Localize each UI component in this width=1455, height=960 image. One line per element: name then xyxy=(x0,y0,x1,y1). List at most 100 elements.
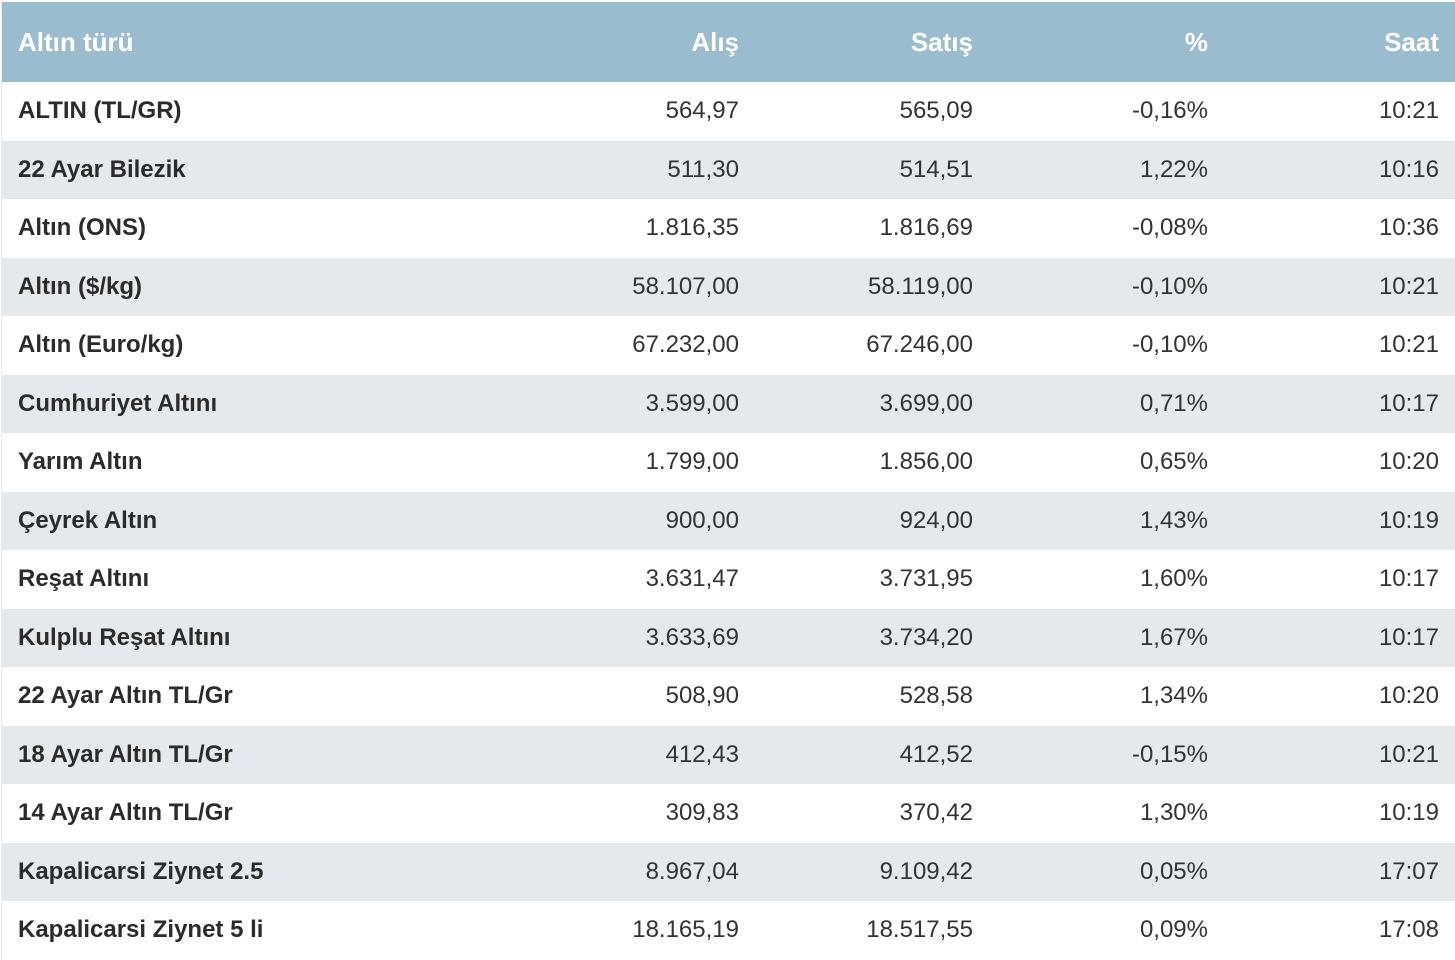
update-time-cell: 17:08 xyxy=(1378,916,1439,944)
sell-price-cell: 3.699,00 xyxy=(879,389,973,417)
change-percent-cell: 1,34% xyxy=(1139,682,1208,710)
sell-price-cell: 924,00 xyxy=(899,506,973,534)
change-percent-cell: 0,65% xyxy=(1139,448,1208,476)
sell-price-cell: 67.246,00 xyxy=(866,331,973,359)
buy-price-cell: 3.599,00 xyxy=(645,389,739,417)
sell-price-cell: 1.816,69 xyxy=(879,214,973,242)
change-percent-cell: -0,16% xyxy=(1131,97,1208,125)
table-row[interactable]: Kapalicarsi Ziynet 2.5 8.967,04 9.109,42 0,… xyxy=(2,842,1455,901)
header-time[interactable]: Saat xyxy=(1384,26,1439,57)
gold-type-cell: 22 Ayar Altın TL/Gr xyxy=(18,682,233,710)
update-time-cell: 10:20 xyxy=(1378,448,1439,476)
sell-price-cell: 412,52 xyxy=(899,740,973,768)
table-row[interactable]: Yarım Altın 1.799,00 1.856,00 0,65% 10:20 xyxy=(2,433,1455,492)
gold-type-cell: Kulplu Reşat Altını xyxy=(18,623,231,651)
header-gold-type[interactable]: Altın türü xyxy=(18,26,134,57)
sell-price-cell: 514,51 xyxy=(899,155,973,183)
table-row[interactable]: 22 Ayar Altın TL/Gr 508,90 528,58 1,34% 10:2… xyxy=(2,667,1455,726)
update-time-cell: 17:07 xyxy=(1378,857,1439,885)
change-percent-cell: -0,10% xyxy=(1131,331,1208,359)
buy-price-cell: 3.631,47 xyxy=(645,565,739,593)
buy-price-cell: 8.967,04 xyxy=(645,857,739,885)
buy-price-cell: 1.799,00 xyxy=(645,448,739,476)
sell-price-cell: 18.517,55 xyxy=(866,916,973,944)
buy-price-cell: 412,43 xyxy=(665,740,739,768)
change-percent-cell: 1,67% xyxy=(1139,623,1208,651)
table-body: ALTIN (TL/GR) 564,97 565,09 -0,16% 10:21 22 A… xyxy=(2,82,1455,960)
gold-type-cell: Altın (ONS) xyxy=(18,214,146,242)
gold-type-cell: Çeyrek Altın xyxy=(18,506,158,534)
gold-type-cell: 22 Ayar Bilezik xyxy=(18,155,186,183)
buy-price-cell: 900,00 xyxy=(665,506,739,534)
change-percent-cell: -0,10% xyxy=(1131,272,1208,300)
sell-price-cell: 3.734,20 xyxy=(879,623,973,651)
table-row[interactable]: 14 Ayar Altın TL/Gr 309,83 370,42 1,30% 10:1… xyxy=(2,784,1455,843)
change-percent-cell: 0,05% xyxy=(1139,857,1208,885)
header-change[interactable]: % xyxy=(1184,26,1208,57)
sell-price-cell: 3.731,95 xyxy=(879,565,973,593)
table-row[interactable]: Altın ($/kg) 58.107,00 58.119,00 -0,10% 10:2… xyxy=(2,257,1455,316)
table-row[interactable]: 18 Ayar Altın TL/Gr 412,43 412,52 -0,15% 10:… xyxy=(2,725,1455,784)
gold-type-cell: Altın (Euro/kg) xyxy=(18,331,184,359)
buy-price-cell: 511,30 xyxy=(667,155,739,183)
update-time-cell: 10:20 xyxy=(1378,682,1439,710)
sell-price-cell: 528,58 xyxy=(899,682,973,710)
update-time-cell: 10:16 xyxy=(1378,155,1439,183)
change-percent-cell: 1,22% xyxy=(1139,155,1208,183)
table-row[interactable]: Reşat Altını 3.631,47 3.731,95 1,60% 10:17 xyxy=(2,550,1455,609)
buy-price-cell: 508,90 xyxy=(665,682,739,710)
update-time-cell: 10:21 xyxy=(1378,97,1439,125)
buy-price-cell: 58.107,00 xyxy=(632,272,739,300)
gold-type-cell: Reşat Altını xyxy=(18,565,150,593)
table-row[interactable]: ALTIN (TL/GR) 564,97 565,09 -0,16% 10:21 xyxy=(2,82,1455,141)
update-time-cell: 10:21 xyxy=(1378,331,1439,359)
buy-price-cell: 3.633,69 xyxy=(645,623,739,651)
gold-type-cell: 18 Ayar Altın TL/Gr xyxy=(18,740,233,768)
table-row[interactable]: Cumhuriyet Altını 3.599,00 3.699,00 0,71% 10… xyxy=(2,374,1455,433)
buy-price-cell: 564,97 xyxy=(665,97,739,125)
header-buy[interactable]: Alış xyxy=(691,26,739,57)
table-row[interactable]: Kapalicarsi Ziynet 5 li 18.165,19 18.517,5… xyxy=(2,901,1455,960)
sell-price-cell: 370,42 xyxy=(899,799,973,827)
update-time-cell: 10:19 xyxy=(1378,799,1439,827)
update-time-cell: 10:36 xyxy=(1378,214,1439,242)
table-row[interactable]: Kulplu Reşat Altını 3.633,69 3.734,20 1,67%… xyxy=(2,608,1455,667)
update-time-cell: 10:17 xyxy=(1378,565,1439,593)
buy-price-cell: 18.165,19 xyxy=(632,916,739,944)
gold-type-cell: Kapalicarsi Ziynet 2.5 xyxy=(18,857,264,885)
gold-type-cell: Kapalicarsi Ziynet 5 li xyxy=(18,916,264,944)
update-time-cell: 10:17 xyxy=(1378,389,1439,417)
update-time-cell: 10:19 xyxy=(1378,506,1439,534)
table-header: Altın türü Alış Satış % Saat xyxy=(2,2,1455,82)
sell-price-cell: 58.119,00 xyxy=(868,272,973,300)
gold-type-cell: Altın ($/kg) xyxy=(18,272,142,300)
change-percent-cell: 1,60% xyxy=(1139,565,1208,593)
update-time-cell: 10:21 xyxy=(1378,740,1439,768)
table-row[interactable]: 22 Ayar Bilezik 511,30 514,51 1,22% 10:16 xyxy=(2,140,1455,199)
change-percent-cell: 1,30% xyxy=(1139,799,1208,827)
change-percent-cell: -0,15% xyxy=(1131,740,1208,768)
header-row: Altın türü Alış Satış % Saat xyxy=(2,2,1455,82)
gold-type-cell: 14 Ayar Altın TL/Gr xyxy=(18,799,233,827)
change-percent-cell: 1,43% xyxy=(1139,506,1208,534)
gold-type-cell: Yarım Altın xyxy=(18,448,143,476)
update-time-cell: 10:21 xyxy=(1378,272,1439,300)
buy-price-cell: 309,83 xyxy=(665,799,739,827)
table-row[interactable]: Altın (Euro/kg) 67.232,00 67.246,00 -0,10% 1… xyxy=(2,316,1455,375)
change-percent-cell: 0,71% xyxy=(1139,389,1208,417)
gold-type-cell: Cumhuriyet Altını xyxy=(18,389,218,417)
sell-price-cell: 1.856,00 xyxy=(879,448,973,476)
change-percent-cell: 0,09% xyxy=(1139,916,1208,944)
change-percent-cell: -0,08% xyxy=(1131,214,1208,242)
buy-price-cell: 1.816,35 xyxy=(645,214,739,242)
gold-type-cell: ALTIN (TL/GR) xyxy=(18,97,182,125)
header-sell[interactable]: Satış xyxy=(910,26,973,57)
sell-price-cell: 9.109,42 xyxy=(879,857,973,885)
buy-price-cell: 67.232,00 xyxy=(632,331,739,359)
table-row[interactable]: Çeyrek Altın 900,00 924,00 1,43% 10:19 xyxy=(2,491,1455,550)
sell-price-cell: 565,09 xyxy=(899,97,973,125)
table-row[interactable]: Altın (ONS) 1.816,35 1.816,69 -0,08% 10:36 xyxy=(2,199,1455,258)
update-time-cell: 10:17 xyxy=(1378,623,1439,651)
